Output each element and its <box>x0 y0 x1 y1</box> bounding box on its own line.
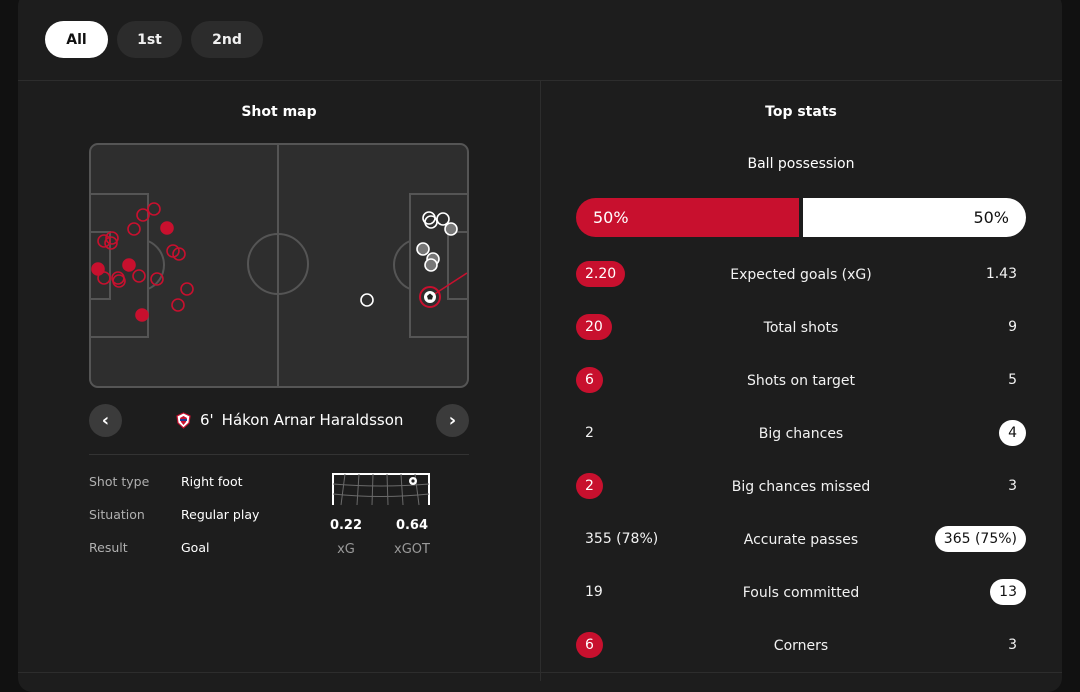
shot-marker[interactable] <box>132 269 146 283</box>
shot-map-pitch <box>89 143 469 388</box>
stat-row: Total shots 20 9 <box>576 314 1026 342</box>
stat-away-value: 13 <box>990 579 1026 605</box>
shot-type-label: Shot type <box>89 474 150 489</box>
stat-label: Shots on target <box>746 373 855 389</box>
stat-row: Shots on target 6 5 <box>576 367 1026 395</box>
xgot-value: 0.64 <box>395 518 429 533</box>
situation-label: Situation <box>89 507 145 522</box>
divider-top <box>18 80 1062 81</box>
xg-label: xG <box>337 542 355 557</box>
details-divider <box>89 454 469 455</box>
chevron-left-icon: ‹ <box>101 410 110 431</box>
result-label: Result <box>89 540 128 555</box>
xg-value: 0.22 <box>329 518 363 533</box>
selected-shot-player: 6' Hákon Arnar Haraldsson <box>175 411 403 429</box>
stat-away-value: 365 (75%) <box>934 526 1026 552</box>
shot-marker[interactable] <box>360 293 374 307</box>
situation-value: Regular play <box>181 507 260 522</box>
ball-icon-pattern <box>427 293 433 300</box>
stat-away-value: 5 <box>1008 372 1017 388</box>
shot-type-value: Right foot <box>181 474 243 489</box>
shot-marker[interactable] <box>180 282 194 296</box>
tab-all[interactable]: All <box>45 21 108 58</box>
goal-frame-diagram <box>332 473 430 506</box>
shot-marker[interactable] <box>127 222 141 236</box>
shot-marker[interactable] <box>122 258 136 272</box>
stat-home-value: 6 <box>576 632 603 658</box>
period-tabs: All 1st 2nd <box>45 21 263 58</box>
stat-home-value: 355 (78%) <box>585 531 659 547</box>
top-stats-title: Top stats <box>765 104 837 120</box>
stat-home-value: 2 <box>576 473 603 499</box>
stat-away-value: 9 <box>1008 319 1017 335</box>
shot-marker[interactable] <box>112 274 126 288</box>
xgot-label: xGOT <box>394 542 430 557</box>
stat-row: Expected goals (xG) 2.20 1.43 <box>576 261 1026 289</box>
tab-1st[interactable]: 1st <box>117 21 182 58</box>
away-shot-markers <box>91 202 194 322</box>
shot-marker[interactable] <box>160 221 174 235</box>
player-name[interactable]: Hákon Arnar Haraldsson <box>221 411 404 429</box>
shot-marker[interactable] <box>97 271 111 285</box>
possession-away: 50% <box>803 198 1026 237</box>
stat-away-value: 3 <box>1008 637 1017 653</box>
stat-row: Big chances 2 4 <box>576 420 1026 448</box>
divider-bottom <box>18 672 1062 673</box>
stat-label: Big chances missed <box>731 479 871 495</box>
shot-marker[interactable] <box>136 208 150 222</box>
shot-marker[interactable] <box>171 298 185 312</box>
stat-label: Corners <box>773 638 829 654</box>
shot-marker[interactable] <box>172 247 186 261</box>
shot-marker[interactable] <box>424 258 438 272</box>
shot-marker[interactable] <box>97 234 111 248</box>
possession-home: 50% <box>576 198 799 237</box>
shot-marker[interactable] <box>104 236 118 250</box>
shot-marker[interactable] <box>444 222 458 236</box>
stat-home-value: 19 <box>585 584 603 600</box>
stat-row: Big chances missed 2 3 <box>576 473 1026 501</box>
shot-marker[interactable] <box>135 308 149 322</box>
shot-map-title: Shot map <box>241 104 317 120</box>
shot-marker[interactable] <box>150 272 164 286</box>
stat-home-value: 20 <box>576 314 612 340</box>
chevron-right-icon: › <box>448 410 457 431</box>
stat-label: Total shots <box>763 320 839 336</box>
divider-vertical <box>540 81 541 681</box>
stat-label: Big chances <box>758 426 844 442</box>
possession-label: Ball possession <box>747 156 855 172</box>
stat-home-value: 6 <box>576 367 603 393</box>
result-value: Goal <box>181 540 210 555</box>
tab-2nd[interactable]: 2nd <box>191 21 263 58</box>
stat-label: Expected goals (xG) <box>730 267 872 283</box>
stat-label: Accurate passes <box>743 532 859 548</box>
home-shot-markers <box>360 211 468 308</box>
stat-row: Corners 6 3 <box>576 632 1026 660</box>
shot-marker[interactable] <box>105 231 119 245</box>
prev-shot-button[interactable]: ‹ <box>89 404 122 437</box>
next-shot-button[interactable]: › <box>436 404 469 437</box>
stat-label: Fouls committed <box>742 585 860 601</box>
selected-shot-ring[interactable] <box>419 286 441 308</box>
stat-away-value: 4 <box>999 420 1026 446</box>
shot-marker[interactable] <box>147 202 161 216</box>
shot-minute: 6' <box>200 411 214 429</box>
possession-bar: 50% 50% <box>576 198 1026 237</box>
selected-shot-trajectory <box>429 272 468 298</box>
stat-away-value: 3 <box>1008 478 1017 494</box>
shot-marker[interactable] <box>416 242 430 256</box>
stat-row: Fouls committed 19 13 <box>576 579 1026 607</box>
shot-marker[interactable] <box>91 262 105 276</box>
stat-home-value: 2.20 <box>576 261 626 287</box>
stat-away-value: 1.43 <box>985 266 1017 282</box>
club-crest-icon <box>176 411 191 429</box>
stat-home-value: 2 <box>585 425 594 441</box>
stat-row: Accurate passes 355 (78%) 365 (75%) <box>576 526 1026 554</box>
shot-marker[interactable] <box>436 212 450 226</box>
